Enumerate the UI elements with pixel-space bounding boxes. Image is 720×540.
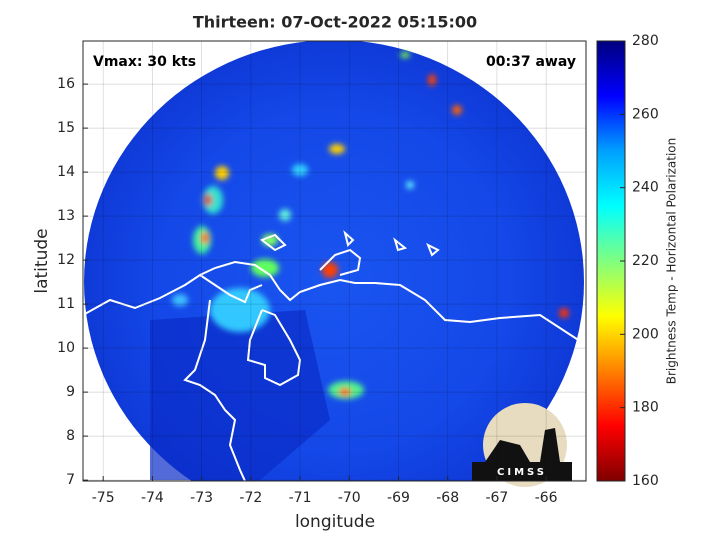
y-tick-label: 13 — [57, 208, 75, 224]
y-tick-label: 10 — [57, 340, 75, 356]
logo-text: CIMSS — [497, 467, 547, 478]
x-tick-label: -73 — [190, 490, 213, 506]
colorbar-tick-label: 280 — [632, 33, 659, 49]
annotation-vmax: Vmax: 30 kts — [93, 54, 196, 70]
colorbar-tick-label: 240 — [632, 180, 659, 196]
colorbar-label: Brightness Temp - Horizontal Polarizatio… — [665, 138, 679, 385]
colorbar-tick-label: 160 — [632, 473, 659, 489]
colorbar-tick-label: 260 — [632, 106, 659, 122]
y-tick-label: 8 — [66, 428, 75, 444]
plot-frame — [82, 40, 587, 482]
y-tick-label: 16 — [57, 76, 75, 92]
y-axis-label: latitude — [32, 228, 52, 293]
y-tick-label: 11 — [57, 296, 75, 312]
logo: CIMSS — [472, 403, 572, 487]
chart-title: Thirteen: 07-Oct-2022 05:15:00 — [193, 13, 477, 32]
x-tick-label: -69 — [387, 490, 410, 506]
y-tick-label: 15 — [57, 120, 75, 136]
y-tick-label: 9 — [66, 384, 75, 400]
radar-imagery — [83, 41, 586, 481]
x-tick-label: -72 — [239, 490, 262, 506]
convection — [172, 52, 569, 399]
x-tick-label: -75 — [92, 490, 115, 506]
x-tick-label: -66 — [535, 490, 558, 506]
colorbar-tick-label: 200 — [632, 326, 659, 342]
y-tick-label: 7 — [66, 472, 75, 488]
x-tick-label: -67 — [485, 490, 508, 506]
x-tick-label: -70 — [338, 490, 361, 506]
x-axis-label: longitude — [295, 512, 375, 532]
y-tick-label: 12 — [57, 252, 75, 268]
dark-sector — [150, 310, 330, 480]
x-tick-label: -71 — [289, 490, 312, 506]
annotation-time: 00:37 away — [486, 54, 576, 70]
x-tick-label: -74 — [141, 490, 164, 506]
colorbar-tick-label: 220 — [632, 253, 659, 269]
coastlines — [83, 230, 586, 481]
y-tick-label: 14 — [57, 164, 75, 180]
x-tick-label: -68 — [436, 490, 459, 506]
colorbar-tick-label: 180 — [632, 400, 659, 416]
